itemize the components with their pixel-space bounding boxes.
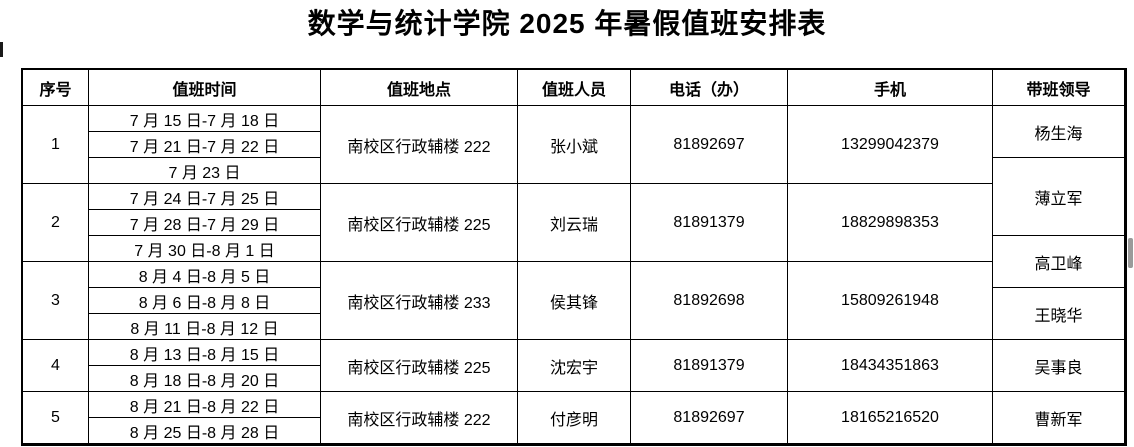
no-cell: 5 [23,392,89,444]
location-cell: 南校区行政辅楼 222 [321,106,518,184]
person-cell: 付彦明 [518,392,631,444]
mobile-cell: 18434351863 [788,340,993,392]
office-phone-cell: 81892698 [631,262,788,340]
date-cell: 7 月 23 日 [89,158,321,184]
date-cell: 8 月 18 日-8 月 20 日 [89,366,321,392]
date-cell: 8 月 21 日-8 月 22 日 [89,392,321,418]
leader-cell: 吴事良 [993,340,1125,392]
col-header-leader: 带班领导 [993,70,1125,106]
date-cell: 7 月 15 日-7 月 18 日 [89,106,321,132]
duty-schedule-table: 序号 值班时间 值班地点 值班人员 电话（办） 手机 带班领导 1 7 月 15… [21,68,1127,446]
office-phone-cell: 81891379 [631,184,788,262]
person-cell: 侯其锋 [518,262,631,340]
date-cell: 7 月 30 日-8 月 1 日 [89,236,321,262]
page-title: 数学与统计学院 2025 年暑假值班安排表 [307,8,827,39]
leader-cell: 曹新军 [993,392,1125,444]
col-header-mobile: 手机 [788,70,993,106]
col-header-no: 序号 [23,70,89,106]
mobile-cell: 13299042379 [788,106,993,184]
location-cell: 南校区行政辅楼 222 [321,392,518,444]
date-cell: 7 月 24 日-7 月 25 日 [89,184,321,210]
scrollbar-thumb-fragment[interactable] [1128,238,1133,268]
col-header-location: 值班地点 [321,70,518,106]
date-cell: 8 月 4 日-8 月 5 日 [89,262,321,288]
no-cell: 2 [23,184,89,262]
date-cell: 8 月 25 日-8 月 28 日 [89,418,321,444]
leader-cell: 高卫峰 [993,236,1125,288]
leader-cell: 王晓华 [993,288,1125,340]
leader-cell: 杨生海 [993,106,1125,158]
no-cell: 1 [23,106,89,184]
office-phone-cell: 81892697 [631,106,788,184]
location-cell: 南校区行政辅楼 225 [321,184,518,262]
col-header-person: 值班人员 [518,70,631,106]
office-phone-cell: 81892697 [631,392,788,444]
date-cell: 7 月 21 日-7 月 22 日 [89,132,321,158]
col-header-office-phone: 电话（办） [631,70,788,106]
leader-cell: 薄立军 [993,158,1125,236]
person-cell: 沈宏宇 [518,340,631,392]
location-cell: 南校区行政辅楼 233 [321,262,518,340]
location-cell: 南校区行政辅楼 225 [321,340,518,392]
no-cell: 4 [23,340,89,392]
mobile-cell: 18829898353 [788,184,993,262]
col-header-time: 值班时间 [89,70,321,106]
person-cell: 张小斌 [518,106,631,184]
date-cell: 8 月 11 日-8 月 12 日 [89,314,321,340]
office-phone-cell: 81891379 [631,340,788,392]
date-cell: 7 月 28 日-7 月 29 日 [89,210,321,236]
table-edge-mark [0,42,3,57]
mobile-cell: 15809261948 [788,262,993,340]
no-cell: 3 [23,262,89,340]
date-cell: 8 月 13 日-8 月 15 日 [89,340,321,366]
person-cell: 刘云瑞 [518,184,631,262]
mobile-cell: 18165216520 [788,392,993,444]
date-cell: 8 月 6 日-8 月 8 日 [89,288,321,314]
